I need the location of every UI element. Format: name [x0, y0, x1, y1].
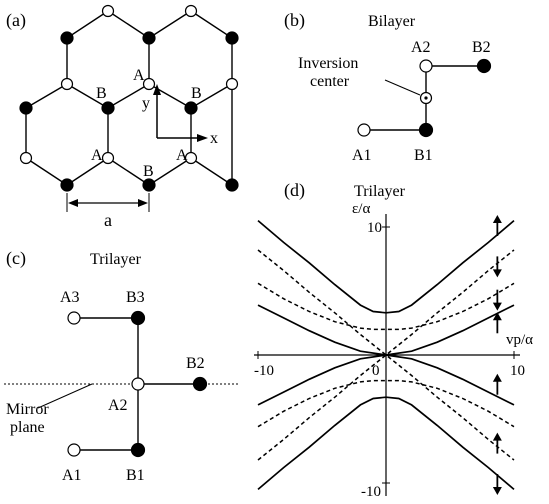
mirror-plane-label: Mirror [6, 401, 49, 418]
atom-a1 [357, 123, 371, 137]
site-label-b1: B1 [414, 147, 433, 164]
panel-d-label: (d) [284, 180, 305, 201]
inversion-center-label: center [310, 73, 350, 90]
atom-a3 [67, 311, 81, 325]
site-label-b2: B2 [472, 39, 491, 56]
y-tick-label: 10 [367, 220, 382, 236]
atom-b [60, 31, 74, 45]
coordinate-axes: y x [142, 84, 218, 147]
solid-band-1 [257, 396, 515, 491]
panel-b-title: Bilayer [368, 13, 416, 30]
lattice-constant-marker: a [66, 193, 150, 230]
band-curves [257, 219, 515, 491]
atom-b [101, 101, 115, 115]
dashed-band-4 [257, 249, 515, 356]
x-tick-label: 10 [510, 363, 525, 379]
panel-d-title: Trilayer [354, 183, 406, 200]
y-axis-label: y [142, 95, 150, 112]
site-label-a: A [133, 67, 145, 84]
solid-band-3 [257, 354, 515, 406]
atom-b2 [192, 376, 208, 392]
site-label-a: A [91, 147, 103, 164]
site-label-a: A [176, 147, 188, 164]
atom-b [225, 178, 239, 192]
atom-a [142, 77, 156, 91]
site-label-b: B [191, 85, 202, 102]
atom-a2 [419, 59, 433, 73]
y-axis-label: ε/α [352, 201, 370, 217]
site-label-a3: A3 [60, 289, 80, 306]
atom-a [225, 77, 239, 91]
spin-arrow-up [492, 373, 502, 395]
atom-a [101, 4, 115, 18]
atom-b [60, 178, 74, 192]
spin-arrow-down [492, 289, 502, 311]
site-label-b2: B2 [186, 355, 205, 372]
dashed-band-5 [257, 354, 515, 461]
spin-arrow-up [492, 432, 502, 454]
spin-arrow-down [492, 474, 502, 495]
site-label-a2: A2 [108, 397, 128, 414]
dashed-band-7 [257, 379, 515, 428]
panel-d: (d) Trilayer ε/α 10 -10 -10 0 10 vp/α [254, 180, 533, 500]
site-label-a2: A2 [411, 39, 431, 56]
x-tick-label: 0 [372, 363, 380, 379]
atom-b [184, 101, 198, 115]
spin-arrow-up [492, 215, 502, 236]
site-label-a1: A1 [62, 467, 82, 484]
panel-b: (b) Bilayer A2 B2 A1 B1 Inversion center [284, 10, 492, 164]
atom-b3 [130, 310, 146, 326]
inversion-center-label: Inversion [298, 55, 358, 72]
site-label-b: B [143, 163, 154, 180]
panel-c: (c) Trilayer A3 B3 B2 A2 A1 B1 Mirror pl… [4, 248, 238, 484]
atom-b [19, 101, 33, 115]
atom-a [101, 151, 115, 165]
x-axis-label: vp/α [506, 332, 533, 348]
atom-a [184, 151, 198, 165]
dashed-band-6 [257, 282, 515, 331]
lattice-bonds [25, 10, 233, 186]
x-axis-label: x [210, 130, 218, 147]
atom-b1 [418, 122, 434, 138]
atom-a [60, 77, 74, 91]
solid-band-0 [257, 219, 515, 314]
atom-a [184, 4, 198, 18]
atom-a1 [67, 443, 81, 457]
site-label-b: B [96, 85, 107, 102]
site-label-b3: B3 [126, 289, 145, 306]
atom-b2 [476, 58, 492, 74]
panel-a-label: (a) [6, 10, 26, 31]
panel-b-label: (b) [284, 10, 305, 31]
panel-c-title: Trilayer [90, 251, 142, 268]
lattice-atoms [19, 4, 239, 192]
spin-arrow-up [492, 312, 502, 334]
lattice-constant-label: a [104, 210, 112, 230]
mirror-plane-label: plane [10, 419, 45, 436]
site-label-b1: B1 [126, 467, 145, 484]
atom-b [142, 31, 156, 45]
spin-arrow-down [492, 256, 502, 278]
atom-b1 [130, 442, 146, 458]
x-tick-label: -10 [254, 363, 274, 379]
panel-a: (a) [6, 4, 239, 230]
atom-a2 [131, 377, 145, 391]
y-tick-label: -10 [361, 484, 381, 500]
atom-a [19, 151, 33, 165]
spin-arrows [492, 215, 502, 495]
atom-b [142, 178, 156, 192]
panel-c-label: (c) [6, 248, 26, 269]
atom-b [225, 31, 239, 45]
site-label-a1: A1 [352, 147, 372, 164]
